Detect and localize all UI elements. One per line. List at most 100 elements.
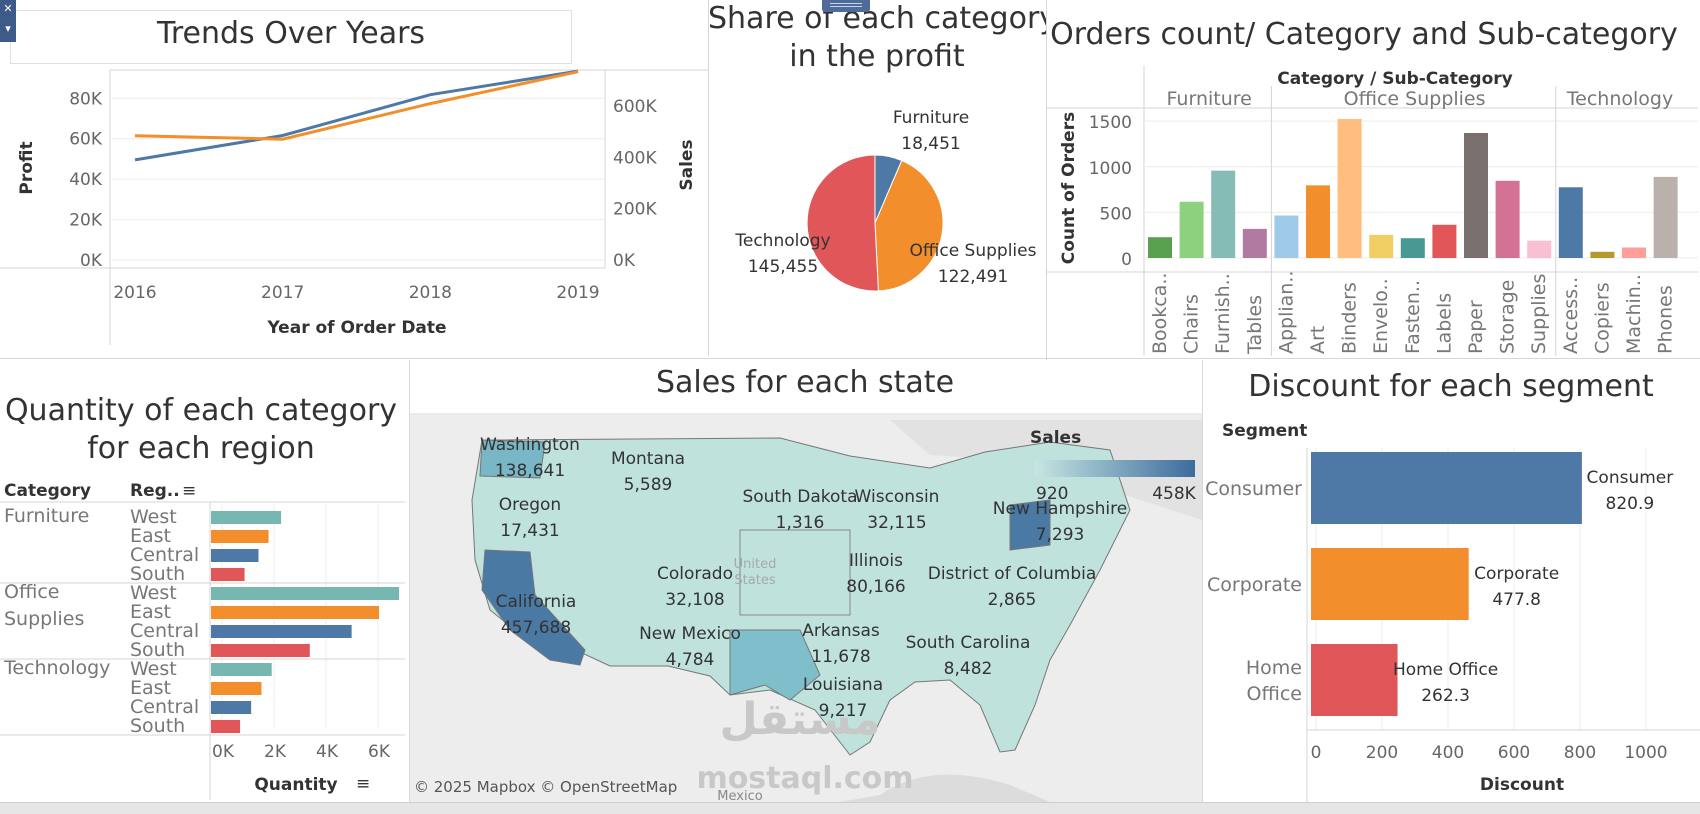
discount-x-tick: 400 xyxy=(1432,743,1464,763)
trends-x-tick: 2016 xyxy=(113,283,156,303)
map-state-name: South Dakota xyxy=(742,487,857,507)
chevron-down-icon[interactable]: ▾ xyxy=(5,22,11,35)
sort-icon[interactable]: ≡ xyxy=(182,481,196,501)
horizontal-scrollbar[interactable] xyxy=(0,802,1700,814)
orders-group-header: Furniture xyxy=(1167,88,1252,110)
discount-segment-label: Home xyxy=(1246,657,1302,679)
quantity-bar[interactable] xyxy=(211,720,241,733)
orders-bar-chairs[interactable] xyxy=(1179,201,1204,258)
pie-slice-office-supplies[interactable] xyxy=(874,159,944,292)
orders-title: Orders count/ Category and Sub-category xyxy=(1050,17,1678,52)
orders-bar-access[interactable] xyxy=(1558,187,1583,258)
trends-y2-tick: 400K xyxy=(613,148,657,168)
orders-bar-binders[interactable] xyxy=(1337,119,1362,259)
map-state-name: New Hampshire xyxy=(993,499,1127,519)
quantity-bar[interactable] xyxy=(211,644,310,657)
trends-y2-axis-title: Sales xyxy=(677,139,697,190)
map-title: Sales for each state xyxy=(655,365,955,400)
discount-bar-value: 477.8 xyxy=(1492,590,1541,610)
trends-x-tick: 2017 xyxy=(261,283,304,303)
trends-x-tick: 2018 xyxy=(409,283,452,303)
map-legend-title: Sales xyxy=(1030,428,1081,448)
map-state-name: Washington xyxy=(480,435,580,455)
map-state-name: District of Columbia xyxy=(928,564,1097,584)
map-state-new-york[interactable] xyxy=(1009,499,1051,551)
map-state-washington[interactable] xyxy=(479,439,546,479)
map-state-california[interactable] xyxy=(481,549,586,666)
orders-bar-tables[interactable] xyxy=(1242,228,1267,258)
sort-icon-quantity[interactable]: ≡ xyxy=(356,774,370,794)
quantity-bar[interactable] xyxy=(211,606,380,619)
trends-series-line-sales[interactable] xyxy=(134,70,579,141)
orders-bar-copiers[interactable] xyxy=(1590,251,1615,258)
quantity-bar[interactable] xyxy=(211,549,259,562)
discount-segment-label: Office xyxy=(1247,683,1302,705)
drag-handle[interactable] xyxy=(822,0,870,12)
orders-bar-storage[interactable] xyxy=(1495,180,1520,258)
pie-label-value: 18,451 xyxy=(901,134,960,154)
discount-x-tick: 800 xyxy=(1564,743,1596,763)
quantity-x-axis-title: Quantity xyxy=(254,775,337,795)
orders-bar-paper[interactable] xyxy=(1464,132,1488,258)
map-state-value: 1,316 xyxy=(776,513,825,533)
orders-bar-applian[interactable] xyxy=(1274,215,1299,258)
orders-bar-phones[interactable] xyxy=(1653,176,1678,258)
discount-bar-value: 262.3 xyxy=(1421,686,1470,706)
trends-line-chart: 0K 20K 40K 60K 80K 0K 200K 400K 600K 2016 2017 2018… xyxy=(0,69,708,345)
orders-group-header: Technology xyxy=(1566,88,1673,110)
orders-bar-art[interactable] xyxy=(1306,185,1330,258)
quantity-category-label: Supplies xyxy=(4,608,84,630)
map-panel: Sales for each state United States Mexico W… xyxy=(410,360,1202,802)
pie-label-name: Furniture xyxy=(893,108,969,128)
map-state-texas[interactable] xyxy=(729,629,821,701)
map-state-value: 7,293 xyxy=(1036,525,1085,545)
orders-bar-supplies[interactable] xyxy=(1527,240,1552,258)
orders-panel: Orders count/ Category and Sub-category … xyxy=(1046,0,1700,360)
map-mexico-land xyxy=(840,774,1050,802)
orders-x-tick: Access.. xyxy=(1560,277,1582,354)
map-country-label: States xyxy=(734,573,775,588)
discount-x-tick: 600 xyxy=(1498,743,1530,763)
quantity-category-label: Technology xyxy=(3,657,110,679)
trends-y2-tick: 600K xyxy=(613,97,657,117)
map-state-name: Arkansas xyxy=(802,621,880,641)
quantity-bar[interactable] xyxy=(211,530,269,543)
map-usa-states[interactable] xyxy=(471,437,1131,756)
map-legend-max: 458K xyxy=(1152,484,1196,504)
quantity-bar[interactable] xyxy=(211,511,282,524)
orders-bar-furnish[interactable] xyxy=(1211,170,1236,258)
quantity-bar[interactable] xyxy=(211,587,400,600)
orders-x-tick: Envelo.. xyxy=(1370,278,1392,354)
trends-y2-tick: 200K xyxy=(613,200,657,220)
quantity-region-label: East xyxy=(130,525,171,547)
map-state-value: 32,115 xyxy=(867,513,926,533)
discount-segment-label: Consumer xyxy=(1205,478,1302,500)
quantity-bar[interactable] xyxy=(211,682,262,695)
orders-bar-fasten[interactable] xyxy=(1400,238,1425,258)
trends-series-line-profit[interactable] xyxy=(134,69,579,162)
discount-bar-home-office[interactable] xyxy=(1311,644,1398,716)
map-state-value: 457,688 xyxy=(501,618,571,638)
quantity-bar[interactable] xyxy=(211,663,272,676)
orders-y-axis-title: Count of Orders xyxy=(1059,112,1079,264)
quantity-x-tick: 0K xyxy=(212,742,235,762)
quantity-bar[interactable] xyxy=(211,568,245,581)
discount-bar-corporate[interactable] xyxy=(1311,548,1469,620)
close-icon[interactable]: ✕ xyxy=(3,2,13,15)
pie-label-name: Office Supplies xyxy=(910,241,1037,261)
orders-bar-bookca[interactable] xyxy=(1148,237,1172,258)
discount-bar-consumer[interactable] xyxy=(1311,452,1582,524)
orders-bar-envelo[interactable] xyxy=(1369,234,1394,258)
orders-x-tick: Fasten.. xyxy=(1402,280,1424,354)
quantity-bar[interactable] xyxy=(211,625,352,638)
discount-bar-label: Home Office xyxy=(1393,660,1498,680)
discount-segment-label: Corporate xyxy=(1207,574,1302,596)
divider-vertical-4 xyxy=(1202,360,1203,802)
close-menu-button[interactable]: ✕ ▾ xyxy=(0,0,16,42)
pie-slice-technology[interactable] xyxy=(806,154,879,292)
quantity-bar[interactable] xyxy=(211,701,252,714)
orders-bar-machin[interactable] xyxy=(1622,247,1646,258)
orders-bar-labels[interactable] xyxy=(1432,224,1457,258)
orders-x-tick: Tables xyxy=(1244,295,1266,355)
